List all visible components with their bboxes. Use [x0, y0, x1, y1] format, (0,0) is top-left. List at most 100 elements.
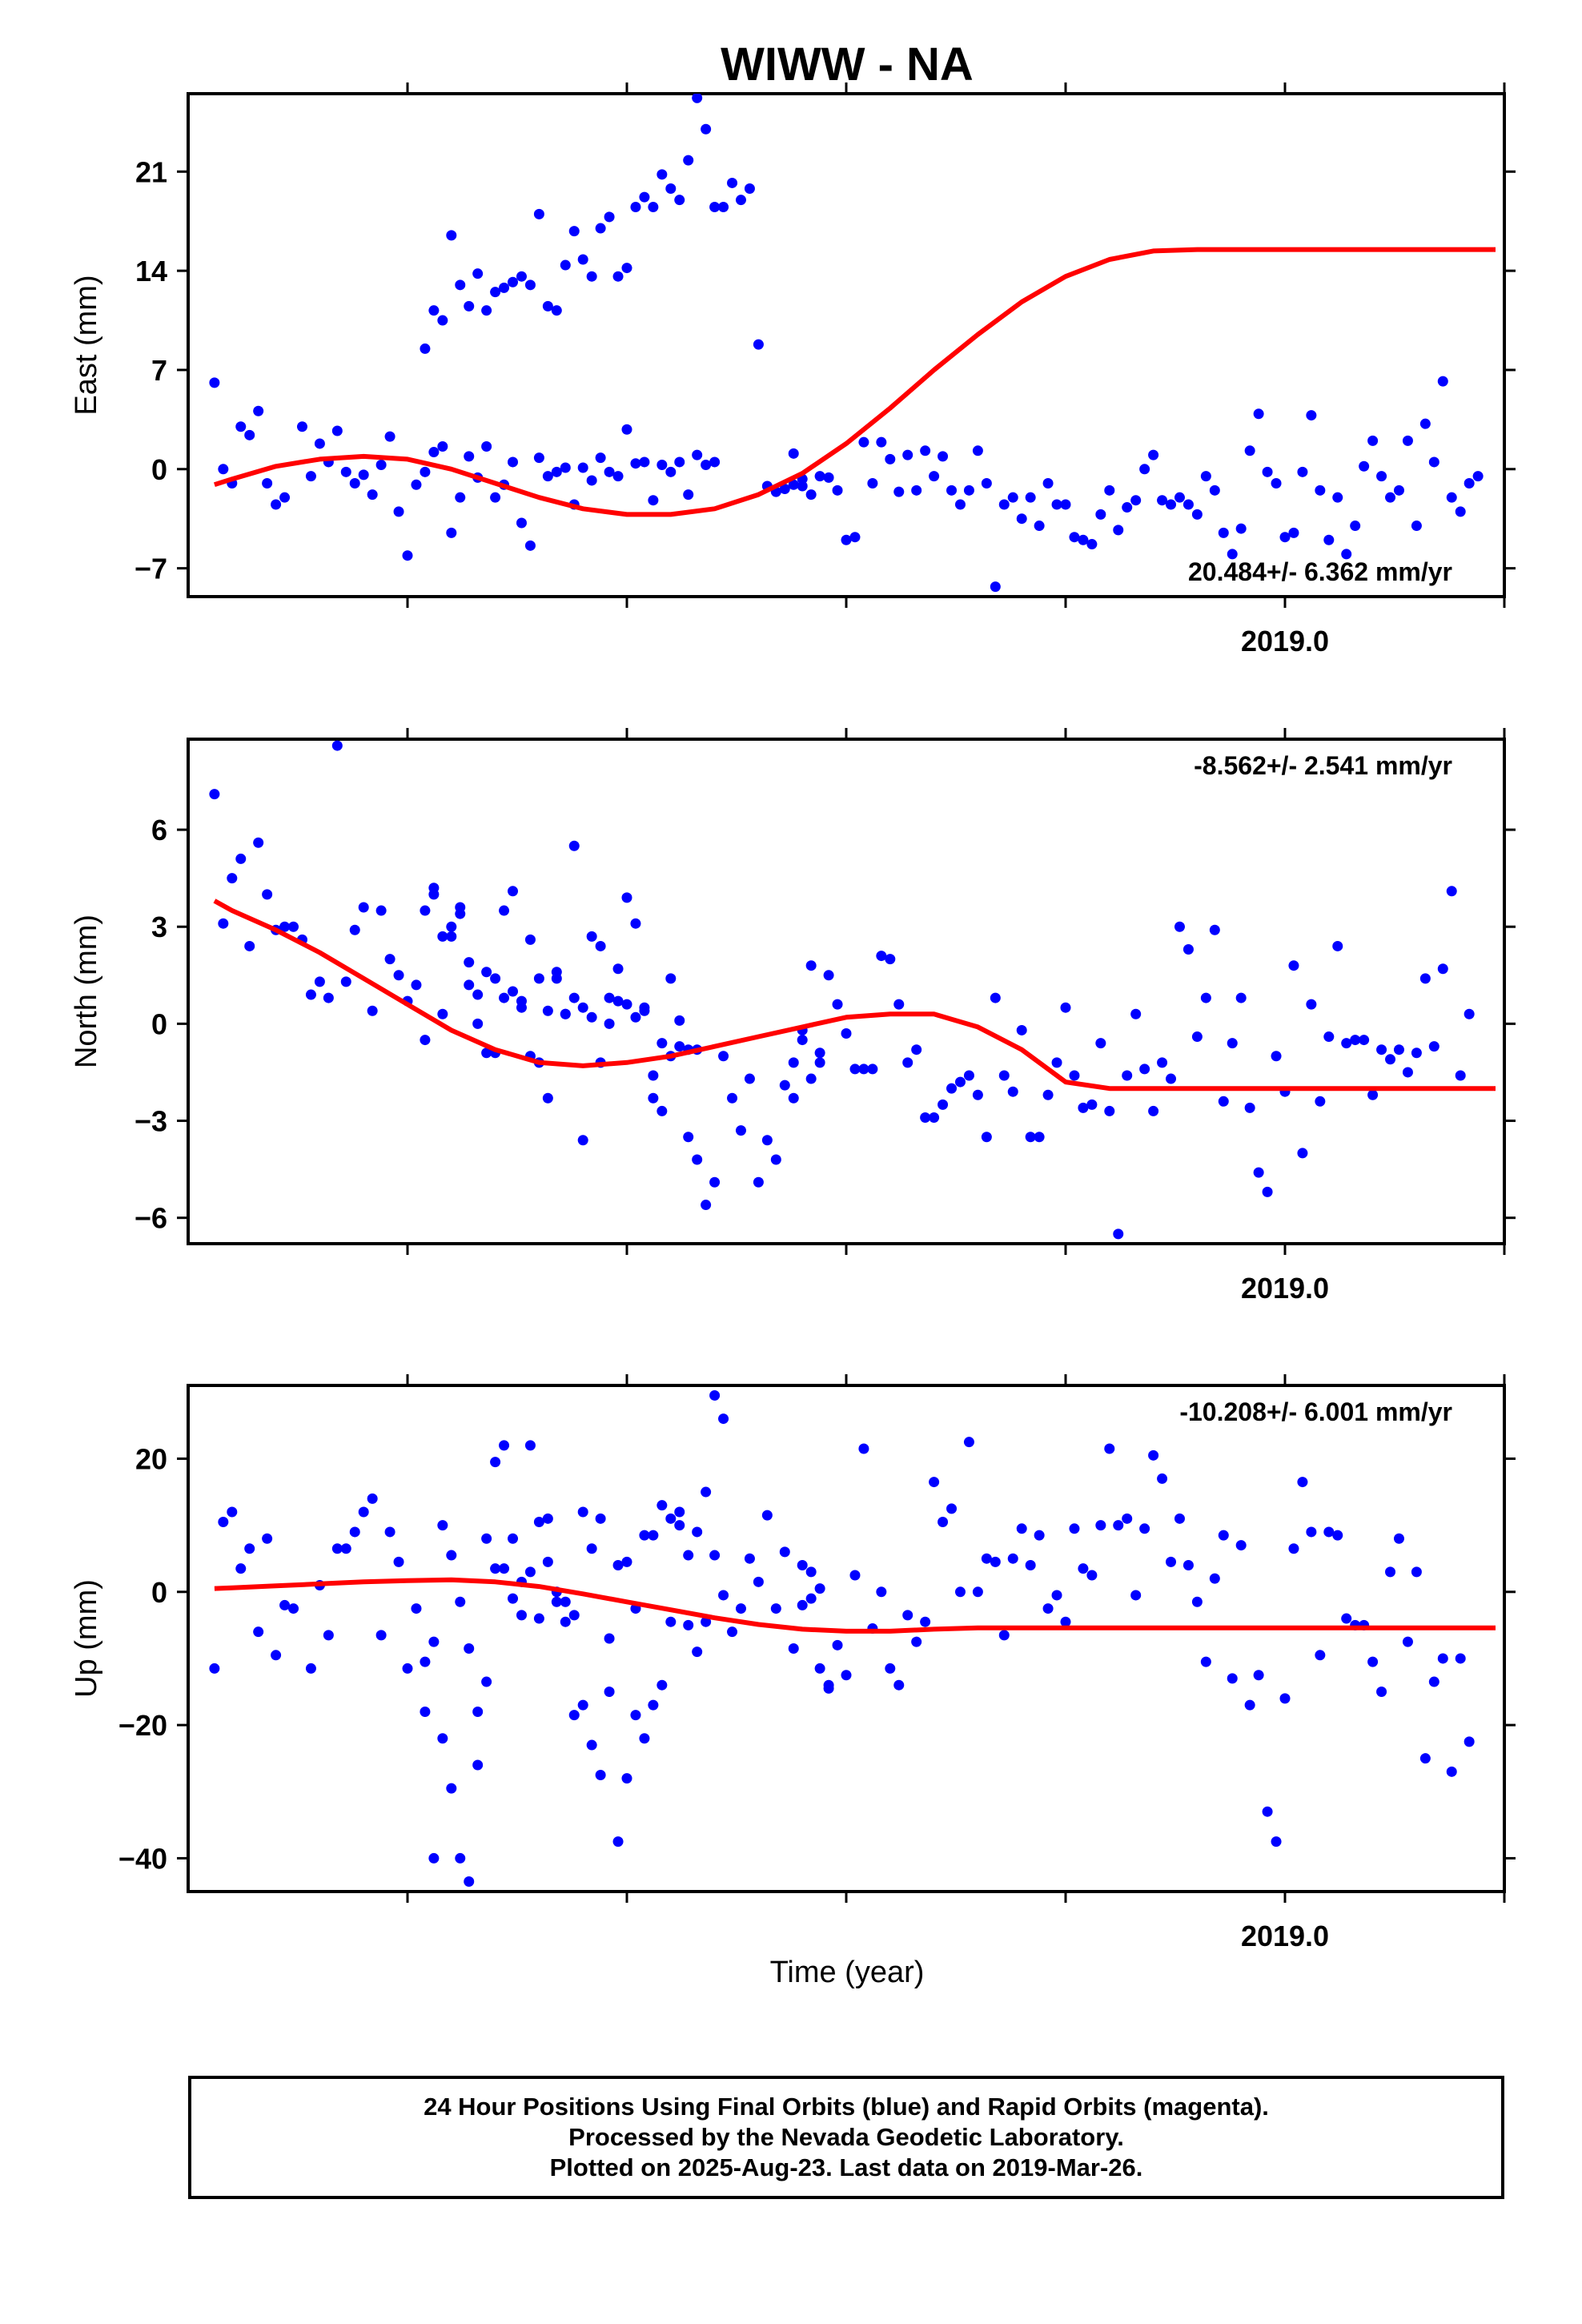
data-point [701, 1486, 712, 1498]
data-point [788, 448, 799, 459]
data-point [375, 905, 387, 916]
data-point [1350, 521, 1361, 532]
data-point [876, 1586, 887, 1598]
data-point [1411, 1566, 1422, 1578]
data-point [490, 1457, 501, 1468]
data-point [779, 1080, 790, 1091]
data-point [639, 1530, 650, 1541]
data-point [1262, 466, 1273, 477]
data-point [1359, 1035, 1370, 1046]
data-point [1182, 1560, 1194, 1571]
data-point [630, 1011, 641, 1023]
data-point [1323, 534, 1335, 545]
data-point [455, 1596, 466, 1607]
x-tick-label: 2019.0 [1241, 1920, 1329, 1952]
data-point [683, 489, 694, 501]
data-point [1244, 445, 1255, 456]
plot-frame [187, 1384, 1506, 1893]
data-point [1341, 1613, 1352, 1624]
data-point [770, 1154, 781, 1165]
data-point [630, 458, 641, 469]
data-point [648, 1092, 659, 1104]
data-point [823, 1683, 834, 1694]
data-point [464, 957, 475, 968]
data-point [1235, 523, 1247, 534]
data-point [1051, 1590, 1062, 1601]
data-point [858, 436, 869, 448]
rate-label: -10.208+/- 6.001 mm/yr [1179, 1397, 1452, 1426]
data-point [524, 1566, 536, 1578]
data-point [1227, 1673, 1238, 1684]
data-point [331, 1543, 343, 1554]
data-point [586, 271, 597, 282]
data-point [420, 1035, 431, 1046]
data-point [235, 421, 247, 432]
data-point [735, 1125, 746, 1136]
data-point [867, 1063, 878, 1075]
data-point [1428, 1676, 1439, 1687]
data-point [218, 918, 229, 929]
data-point [604, 992, 615, 1003]
data-point [542, 471, 553, 482]
data-point [1419, 1753, 1431, 1764]
data-point [586, 475, 597, 486]
data-point [516, 517, 527, 529]
data-point [1306, 999, 1317, 1010]
data-point [288, 921, 299, 932]
data-point [428, 1636, 440, 1647]
data-point [1402, 435, 1413, 446]
data-point [911, 485, 922, 496]
data-point [954, 499, 966, 510]
data-point [1130, 1590, 1142, 1601]
data-point [674, 195, 685, 206]
data-point [533, 208, 544, 219]
data-point [1227, 549, 1238, 560]
data-point [305, 1663, 316, 1674]
data-point [437, 440, 448, 452]
data-point [1148, 1449, 1159, 1461]
data-point [1007, 1553, 1018, 1564]
data-point [814, 1663, 825, 1674]
data-point [1437, 963, 1448, 975]
data-point [954, 1586, 966, 1598]
data-point [893, 486, 905, 497]
data-point [279, 1599, 291, 1610]
data-point [674, 456, 685, 468]
data-point [340, 466, 351, 477]
data-point [472, 1759, 484, 1771]
data-point [621, 424, 632, 435]
data-point [1279, 532, 1291, 543]
data-point [972, 1089, 983, 1100]
data-point [1025, 1560, 1036, 1571]
y-tick-label: 21 [135, 155, 167, 188]
data-point [929, 1112, 940, 1123]
data-point [981, 1132, 992, 1143]
data-point [612, 1836, 624, 1848]
data-point [437, 931, 448, 942]
data-point [244, 429, 255, 440]
data-point [595, 1513, 606, 1524]
data-point [577, 462, 588, 473]
data-point [279, 492, 291, 503]
data-point [639, 1002, 650, 1013]
model-fit-line [213, 247, 1496, 517]
data-point [972, 1586, 983, 1598]
data-point [1113, 525, 1124, 536]
data-point [446, 1783, 457, 1794]
data-point [516, 1002, 527, 1013]
data-point [375, 1630, 387, 1641]
data-point [1148, 1105, 1159, 1116]
data-point [683, 1619, 694, 1630]
y-axis-label: East (mm) [70, 275, 103, 415]
data-point [1051, 499, 1062, 510]
data-point [1271, 477, 1282, 489]
data-point [954, 1076, 966, 1088]
data-point [464, 1642, 475, 1654]
data-point [1288, 1543, 1299, 1554]
data-point [411, 979, 422, 991]
data-point [630, 202, 641, 213]
data-point [542, 1513, 553, 1524]
data-point [1078, 1102, 1089, 1113]
data-point [551, 1596, 562, 1607]
data-point [1182, 499, 1194, 510]
